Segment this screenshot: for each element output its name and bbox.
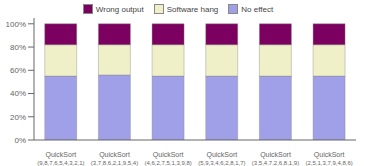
svg-text:QuickSort: QuickSort	[206, 151, 237, 159]
svg-text:QuickSort: QuickSort	[45, 151, 76, 159]
svg-text:(2,5,1,3,7,9,4,8,6): (2,5,1,3,7,9,4,8,6)	[305, 160, 352, 166]
svg-text:20%: 20%	[10, 113, 26, 122]
svg-text:(3,7,8,6,2,1,9,5,4): (3,7,8,6,2,1,9,5,4)	[91, 160, 138, 166]
svg-text:(5,9,3,4,6,2,8,1,7): (5,9,3,4,6,2,8,1,7)	[198, 160, 245, 166]
svg-text:QuickSort: QuickSort	[314, 151, 345, 159]
svg-text:QuickSort: QuickSort	[99, 151, 130, 159]
html-text:Wrong output: Wrong output	[95, 4, 144, 14]
svg-text:0%: 0%	[14, 136, 26, 145]
svg-text:(4,6,2,7,5,1,3,9,8): (4,6,2,7,5,1,3,9,8)	[144, 160, 191, 166]
html-text:No effect: No effect	[241, 4, 274, 14]
svg-text:40%: 40%	[10, 89, 26, 98]
svg-text:(9,8,7,6,5,4,3,2,1): (9,8,7,6,5,4,3,2,1)	[37, 160, 84, 166]
svg-text:100%: 100%	[8, 20, 26, 29]
svg-text:(3,5,4,7,2,6,8,1,9): (3,5,4,7,2,6,8,1,9)	[252, 160, 299, 166]
svg-text:QuickSort: QuickSort	[153, 151, 184, 159]
svg-text:60%: 60%	[10, 66, 26, 75]
html-text:Software hang: Software hang	[166, 4, 219, 14]
svg-text:80%: 80%	[10, 43, 26, 52]
svg-text:QuickSort: QuickSort	[260, 151, 291, 159]
